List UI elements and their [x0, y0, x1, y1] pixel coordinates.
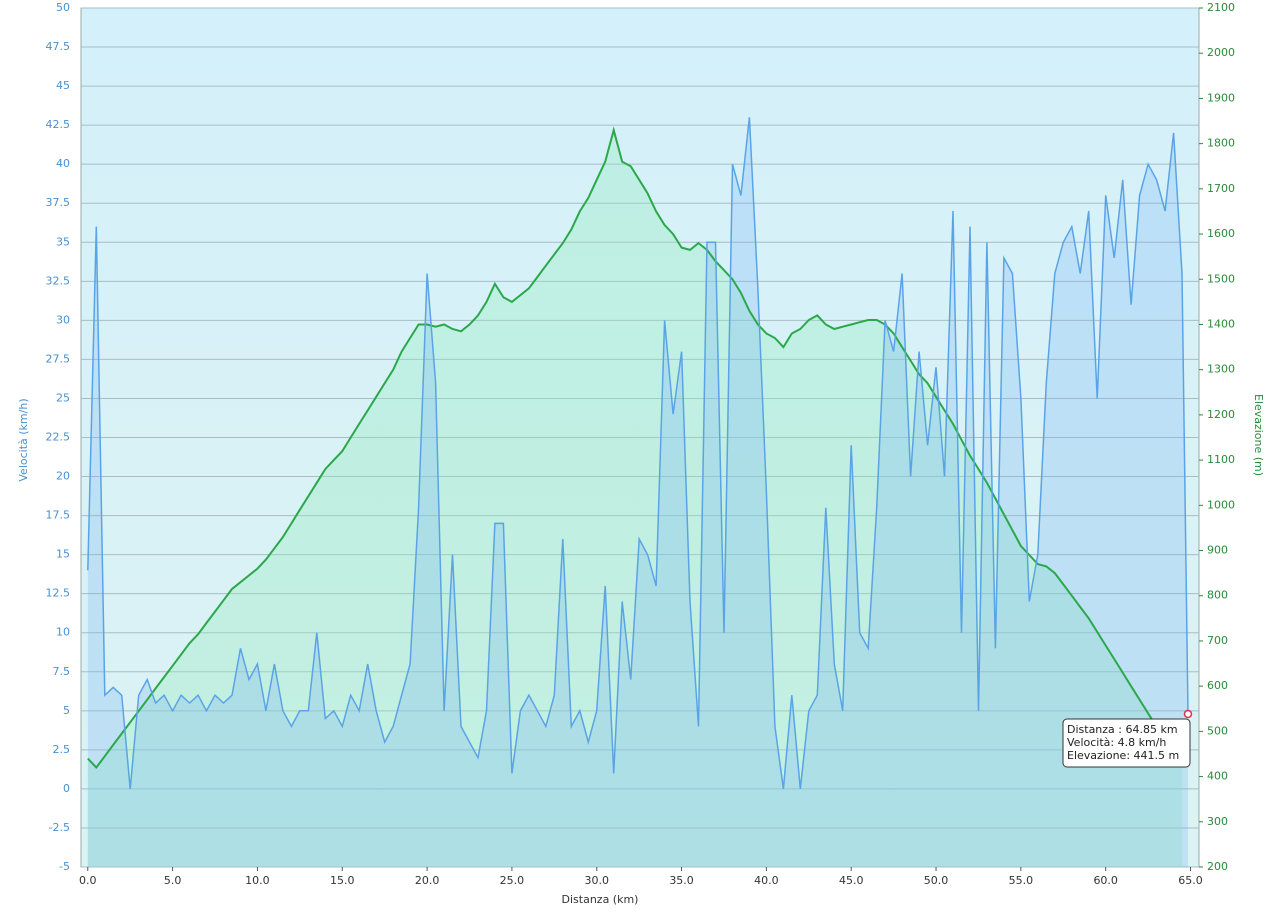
y-tick-label: 42.5	[46, 118, 71, 131]
x-tick-label: 40.0	[754, 874, 779, 887]
x-tick-label: 15.0	[330, 874, 355, 887]
y2-tick-label: 300	[1207, 815, 1228, 828]
y-tick-label: 12.5	[46, 587, 71, 600]
y-axis-title: Velocità (km/h)	[17, 398, 30, 481]
y2-tick-label: 1700	[1207, 182, 1235, 195]
y2-tick-label: 1300	[1207, 363, 1235, 376]
x-tick-label: 30.0	[584, 874, 609, 887]
x-tick-label: 35.0	[669, 874, 694, 887]
y2-tick-label: 1000	[1207, 498, 1235, 511]
y-tick-label: 20	[56, 470, 70, 483]
y-tick-label: 32.5	[46, 274, 71, 287]
line	[87, 126, 1183, 770]
y2-tick-label: 1400	[1207, 317, 1235, 330]
tooltip-text: Elevazione: 441.5 m	[1067, 749, 1179, 762]
y-tick-label: 27.5	[46, 352, 71, 365]
y-tick-label: -5	[59, 860, 70, 873]
y2-tick-label: 1900	[1207, 91, 1235, 104]
hover-marker	[1183, 709, 1193, 719]
y2-tick-label: 2100	[1207, 1, 1235, 14]
y-tick-label: 10	[56, 626, 70, 639]
x-tick-label: 50.0	[924, 874, 949, 887]
x-tick-label: 20.0	[415, 874, 440, 887]
y-tick-label: 37.5	[46, 196, 71, 209]
y-tick-label: 5	[63, 704, 70, 717]
y2-tick-label: 1500	[1207, 272, 1235, 285]
tooltip-text: Velocità: 4.8 km/h	[1067, 736, 1166, 749]
y-tick-label: 15	[56, 548, 70, 561]
y-tick-label: 2.5	[53, 743, 71, 756]
x-tick-label: 45.0	[839, 874, 864, 887]
y2-tick-label: 1600	[1207, 227, 1235, 240]
y-tick-label: 0	[63, 782, 70, 795]
y2-tick-label: 800	[1207, 589, 1228, 602]
y2-tick-label: 900	[1207, 544, 1228, 557]
tooltip-text: Distanza : 64.85 km	[1067, 723, 1178, 736]
y-tick-label: 47.5	[46, 40, 71, 53]
y-tick-label: 7.5	[53, 665, 71, 678]
x-tick-label: 25.0	[500, 874, 525, 887]
y2-axis-title: Elevazione (m)	[1252, 394, 1265, 476]
y2-tick-label: 1800	[1207, 137, 1235, 150]
y2-tick-label: 1100	[1207, 453, 1235, 466]
y2-tick-label: 200	[1207, 860, 1228, 873]
y-tick-label: 50	[56, 1, 70, 14]
x-tick-label: 60.0	[1093, 874, 1118, 887]
y-tick-label: 17.5	[46, 509, 71, 522]
x-tick-label: 65.0	[1178, 874, 1203, 887]
x-tick-label: 10.0	[245, 874, 270, 887]
y2-tick-label: 2000	[1207, 46, 1235, 59]
y-tick-label: 45	[56, 79, 70, 92]
y-tick-label: 30	[56, 313, 70, 326]
y2-tick-label: 600	[1207, 679, 1228, 692]
y-tick-label: 40	[56, 157, 70, 170]
y-tick-label: 35	[56, 235, 70, 248]
y2-tick-label: 500	[1207, 724, 1228, 737]
area	[87, 117, 1189, 868]
y2-tick-label: 400	[1207, 770, 1228, 783]
x-axis-title: Distanza (km)	[562, 893, 639, 906]
y-tick-label: 25	[56, 391, 70, 404]
x-tick-label: 5.0	[164, 874, 182, 887]
y-tick-label: 22.5	[46, 431, 71, 444]
y-tick-label: -2.5	[49, 821, 70, 834]
y2-tick-label: 700	[1207, 634, 1228, 647]
tooltip-box	[1062, 718, 1191, 768]
y2-tick-label: 1200	[1207, 408, 1235, 421]
area	[87, 130, 1183, 868]
line	[87, 117, 1189, 790]
x-tick-label: 0.0	[79, 874, 97, 887]
x-tick-label: 55.0	[1009, 874, 1034, 887]
